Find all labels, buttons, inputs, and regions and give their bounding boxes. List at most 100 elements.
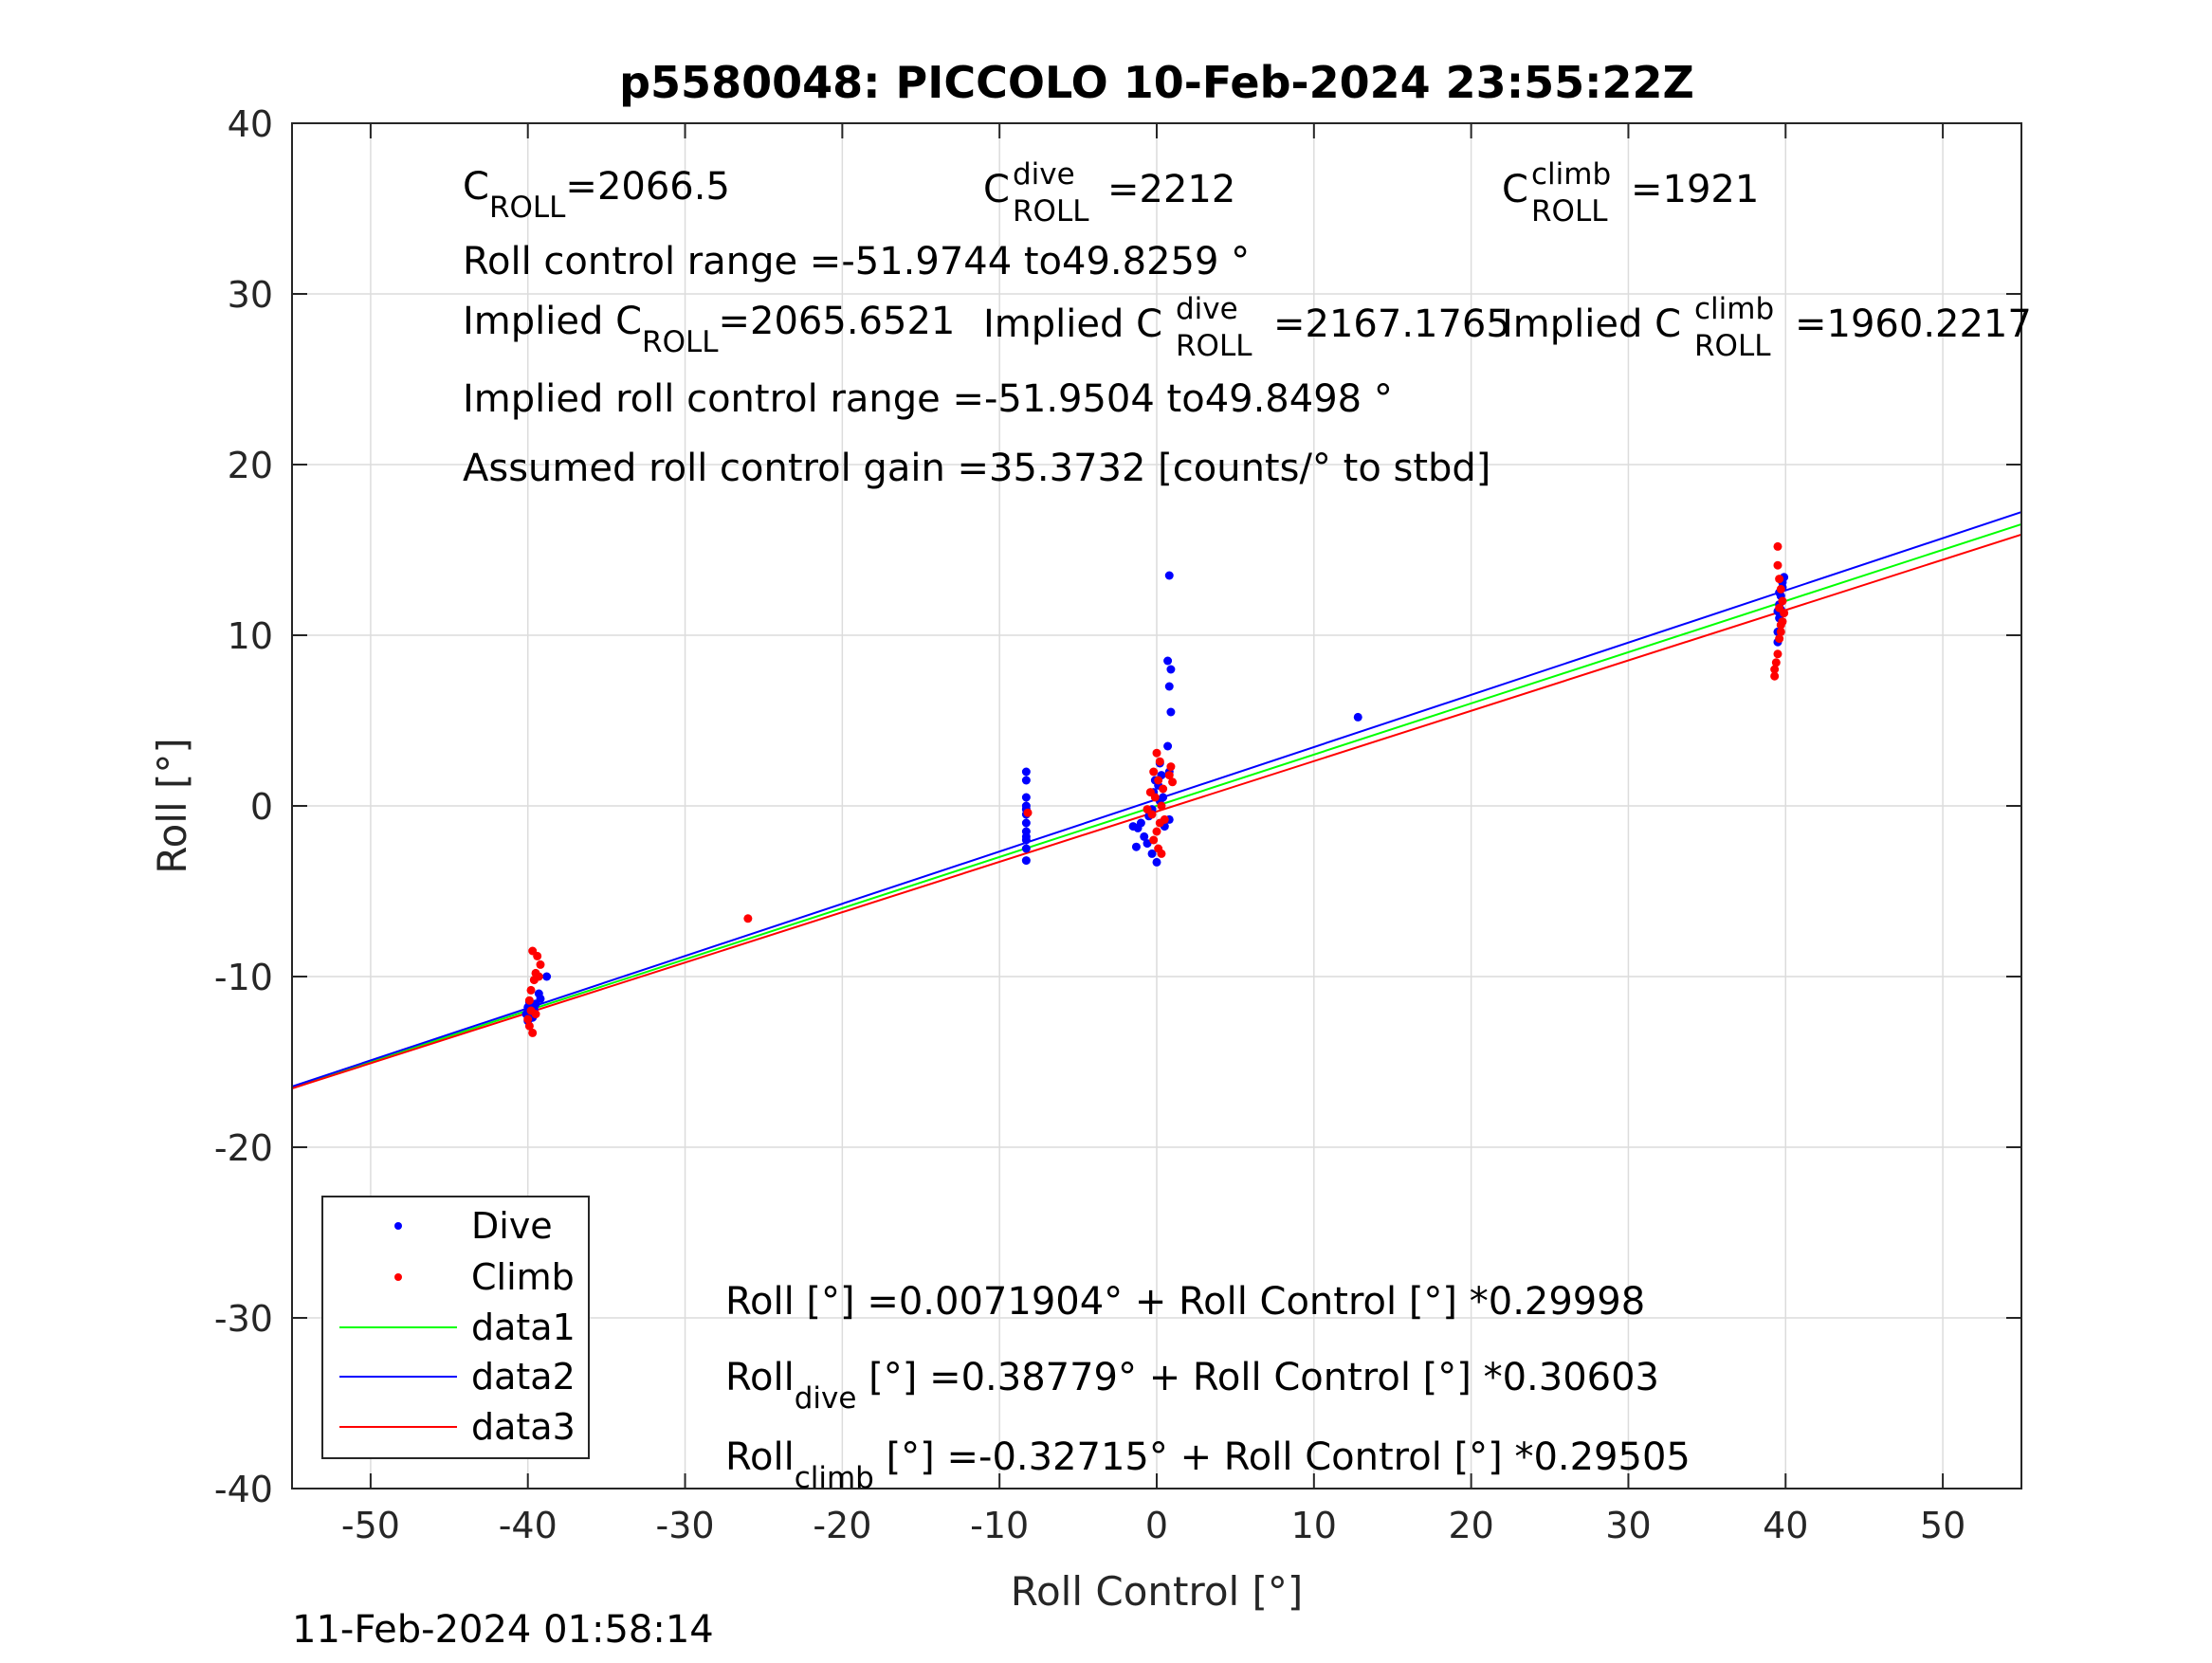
dive-point: [536, 994, 545, 1003]
implied-c-roll-climb-sub: ROLL: [1694, 329, 1771, 363]
legend-data2-label: data2: [471, 1356, 576, 1398]
chart-title: p5580048: PICCOLO 10-Feb-2024 23:55:22Z: [619, 57, 1694, 108]
dive-point: [1166, 707, 1176, 717]
c-roll-dive-label: C: [983, 168, 1010, 211]
climb-point: [1776, 584, 1785, 594]
climb-point: [526, 985, 536, 995]
climb-point: [524, 996, 534, 1005]
climb-point: [533, 951, 542, 960]
c-roll-climb-label: C: [1502, 168, 1528, 211]
climb-point: [1778, 596, 1787, 606]
axis-tick-labels: -50 -40 -30 -20 -10 0 10 20 30 40 50 -40 -30 -20 -10 0 1…: [214, 103, 1965, 1546]
climb-point: [1145, 788, 1155, 797]
climb-point: [1152, 748, 1161, 758]
x-tick-label: -50: [341, 1505, 400, 1546]
climb-point: [1775, 575, 1784, 584]
climb-point: [1770, 665, 1780, 674]
climb-point: [1160, 814, 1169, 824]
dive-point: [1131, 842, 1141, 851]
x-tick-label: -10: [970, 1505, 1029, 1546]
c-roll-climb-value: =1921: [1631, 168, 1759, 211]
roll-control-range-label: Roll control range =-51.9744 to49.8259 °: [463, 240, 1250, 283]
climb-point: [1157, 849, 1166, 858]
y-tick-label: -40: [214, 1469, 273, 1510]
climb-point: [1154, 776, 1163, 785]
dive-point: [1163, 656, 1173, 666]
legend-data3-label: data3: [471, 1406, 576, 1448]
y-tick-label: 10: [228, 615, 273, 657]
dive-point: [1147, 849, 1157, 858]
climb-point: [528, 1028, 538, 1037]
dive-point: [1021, 832, 1031, 841]
y-tick-label: 40: [228, 103, 273, 145]
y-tick-label: -10: [214, 957, 273, 998]
data-markers: [521, 541, 1789, 1037]
dive-point: [1152, 857, 1161, 867]
dive-point: [1164, 571, 1174, 580]
dive-point: [1021, 818, 1031, 828]
x-tick-label: -20: [813, 1505, 871, 1546]
implied-c-roll-climb-sup: climb: [1694, 292, 1774, 326]
y-tick-label: 20: [228, 445, 273, 486]
climb-point: [1155, 757, 1164, 766]
timestamp-label: 11-Feb-2024 01:58:14: [292, 1608, 714, 1652]
climb-point: [1159, 784, 1168, 794]
fit-dive-label: Rolldive [°] =0.38779° + Roll Control [°…: [725, 1356, 1659, 1416]
x-tick-label: 40: [1763, 1505, 1808, 1546]
fit-all-label: Roll [°] =0.0071904° + Roll Control [°] …: [725, 1280, 1645, 1324]
climb-point: [743, 914, 753, 923]
implied-c-roll-dive-value: =2167.1765: [1273, 302, 1510, 346]
climb-point: [1149, 767, 1159, 777]
legend-data1-label: data1: [471, 1307, 576, 1348]
climb-point: [1776, 627, 1785, 636]
climb-point: [1771, 658, 1781, 667]
climb-point: [1152, 827, 1161, 836]
climb-point: [524, 1021, 534, 1031]
climb-point: [1164, 771, 1174, 780]
climb-point: [1770, 671, 1780, 681]
climb-point: [523, 1014, 533, 1024]
dive-point: [1353, 712, 1362, 722]
dive-point: [1163, 741, 1173, 751]
dive-point: [1021, 844, 1031, 853]
climb-point: [1773, 541, 1782, 551]
climb-point: [1168, 777, 1178, 787]
c-roll-climb-sup: climb: [1531, 157, 1611, 192]
y-tick-label: -30: [214, 1298, 273, 1340]
x-tick-label: 50: [1920, 1505, 1965, 1546]
dive-point: [542, 972, 552, 981]
x-axis-label: Roll Control [°]: [1011, 1568, 1304, 1615]
climb-point: [1775, 603, 1784, 612]
climb-point: [1775, 634, 1784, 644]
x-tick-label: -30: [656, 1505, 715, 1546]
implied-roll-control-range-label: Implied roll control range =-51.9504 to4…: [463, 377, 1393, 421]
climb-point: [1776, 620, 1785, 630]
fit-line-data1: [291, 522, 2022, 1088]
x-tick-label: 0: [1145, 1505, 1168, 1546]
y-tick-label: 0: [250, 786, 273, 828]
dive-point: [1128, 822, 1138, 832]
x-tick-label: 30: [1605, 1505, 1651, 1546]
legend-climb-marker: [394, 1273, 402, 1281]
x-tick-label: 10: [1291, 1505, 1337, 1546]
implied-c-roll-climb-value: =1960.2217: [1795, 302, 2032, 346]
legend-dive-label: Dive: [471, 1205, 553, 1247]
legend: Dive Climb data1 data2 data3: [321, 1196, 590, 1459]
c-roll-dive-value: =2212: [1107, 168, 1235, 211]
climb-point: [1166, 762, 1176, 772]
legend-dive-marker: [394, 1222, 402, 1230]
dive-point: [1140, 832, 1149, 841]
c-roll-label: CROLL=2066.5: [463, 165, 730, 225]
climb-point: [536, 959, 545, 969]
dive-point: [1164, 682, 1174, 691]
dive-point: [1021, 767, 1031, 777]
climb-point: [1023, 808, 1033, 817]
climb-point: [1157, 801, 1166, 811]
climb-point: [531, 1010, 540, 1019]
fit-climb-label: Rollclimb [°] =-0.32715° + Roll Control …: [725, 1435, 1691, 1495]
climb-point: [1773, 649, 1782, 659]
dive-point: [1143, 839, 1152, 849]
y-axis-label: Roll [°]: [149, 738, 195, 873]
